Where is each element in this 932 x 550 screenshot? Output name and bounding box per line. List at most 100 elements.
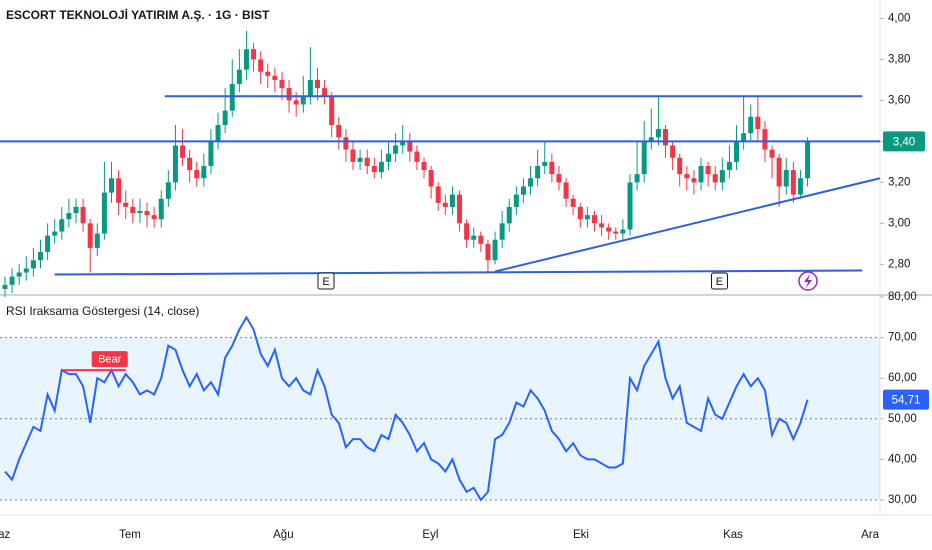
candle-body [471, 235, 477, 240]
candle-body [144, 211, 150, 216]
candle-body [130, 206, 136, 214]
candle-body [371, 165, 377, 173]
x-tick-label: Tem [119, 529, 141, 541]
candle-body [542, 161, 548, 166]
candle-body [158, 198, 164, 220]
y-tick-label: 50,00 [888, 413, 917, 425]
candle-body [528, 178, 534, 187]
y-tick-label: 3,80 [888, 53, 910, 65]
candle-body [513, 194, 519, 207]
divergence-badge [91, 351, 128, 368]
drawn-line [494, 177, 881, 273]
candle-body [549, 161, 555, 175]
candle-body [790, 170, 796, 195]
candle-body [9, 276, 15, 285]
candle-body [457, 194, 463, 224]
candle-body [776, 157, 782, 187]
y-tick-label: 3,00 [888, 217, 910, 229]
candle-body [712, 174, 718, 183]
candle-body [783, 170, 789, 187]
candle-body [393, 145, 399, 154]
candle-body [797, 178, 803, 195]
candle-body [641, 141, 647, 175]
candle-body [272, 75, 278, 80]
candle-body [336, 124, 342, 138]
candle-body [208, 141, 214, 166]
candle-body [449, 194, 455, 207]
candle-body [16, 272, 22, 277]
candle-body [23, 268, 29, 273]
y-tick-label: 2,80 [888, 258, 910, 270]
candle-body [279, 79, 285, 89]
candle-body [464, 223, 470, 240]
candle-body [137, 211, 143, 214]
candle-body [741, 133, 747, 142]
indicator-title: RSI Iraksama Göstergesi (14, close) [6, 304, 199, 318]
candle-body [52, 231, 58, 236]
candle-body [570, 198, 576, 207]
event-label: E [716, 276, 723, 288]
candle-body [194, 170, 200, 179]
candle-body [123, 202, 129, 207]
candle-body [584, 215, 590, 220]
candle-body [705, 165, 711, 175]
candle-body [442, 202, 448, 207]
candle-body [478, 235, 484, 244]
x-tick-label: Haz [0, 529, 10, 541]
candle-body [726, 161, 732, 171]
candle-body [386, 153, 392, 162]
candle-body [499, 223, 505, 240]
candle-body [435, 186, 441, 203]
event-marker [710, 272, 728, 290]
candle-body [87, 223, 93, 248]
candle-body [556, 174, 562, 183]
candle-body [343, 137, 349, 150]
last-price-box [883, 131, 925, 152]
candle-body [293, 100, 299, 105]
x-tick-label: Ağu [273, 529, 293, 541]
candle-body [2, 284, 8, 289]
symbol-title: ESCORT TEKNOLOJİ YATIRIM A.Ş. · 1G · BIS… [6, 7, 270, 22]
candle-body [165, 182, 171, 199]
candle-body [80, 206, 86, 224]
candle-body [805, 141, 811, 179]
event-marker [317, 272, 335, 290]
candle-body [677, 157, 683, 175]
candle-body [229, 84, 235, 111]
candle-body [94, 233, 100, 248]
candle-body [59, 219, 65, 232]
candle-body [243, 49, 249, 70]
candle-body [627, 182, 633, 230]
candle-body [414, 151, 420, 162]
candle-body [116, 178, 122, 203]
drawn-line [54, 269, 863, 276]
last-value-box [883, 389, 929, 410]
x-tick-label: Eyl [422, 529, 438, 541]
candle-body [535, 165, 541, 179]
y-tick-label: 30,00 [888, 494, 917, 506]
y-tick-label: 3,20 [888, 176, 910, 188]
candle-body [236, 69, 242, 85]
candle-body [364, 157, 370, 166]
y-tick-label: 70,00 [888, 332, 917, 344]
candle-body [663, 129, 669, 146]
candle-body [201, 165, 207, 179]
candle-body [66, 213, 72, 220]
candle-body [222, 110, 228, 125]
candle-body [719, 170, 725, 183]
event-label: E [322, 276, 329, 288]
candle-body [265, 71, 271, 76]
y-tick-label: 4,00 [888, 12, 910, 24]
x-tick-label: Eki [573, 529, 589, 541]
candle-body [37, 252, 43, 261]
candle-body [307, 79, 313, 97]
candle-body [357, 157, 363, 162]
candle-body [215, 124, 221, 142]
candle-body [400, 141, 406, 146]
candle-body [109, 178, 115, 193]
candle-body [748, 116, 754, 134]
y-tick-label: 3,60 [888, 94, 910, 106]
alert-icon[interactable] [798, 271, 818, 291]
candle-body [655, 129, 661, 138]
candle-body [378, 161, 384, 173]
